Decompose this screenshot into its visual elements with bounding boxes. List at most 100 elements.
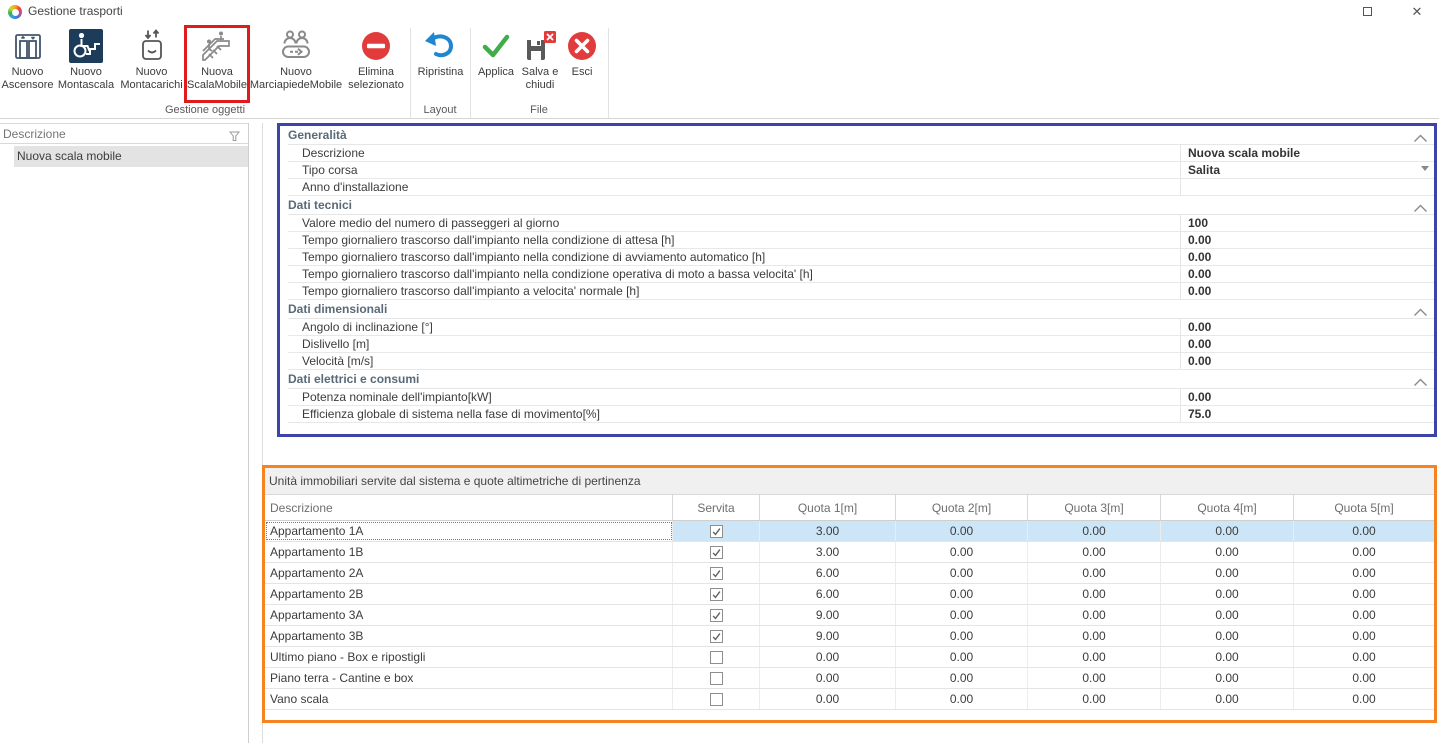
chevron-up-icon[interactable]	[1413, 200, 1428, 218]
form-row-value[interactable]: 0.00	[1180, 353, 1434, 369]
table-row[interactable]: Vano scala 0.00 0.00 0.00 0.00 0.00	[265, 689, 1434, 710]
sidebar-column-header[interactable]: Descrizione	[0, 123, 248, 144]
cell-descrizione[interactable]: Appartamento 1B	[265, 542, 673, 562]
ribbon-button-nuovo-marciapiedemobile[interactable]: Nuovo MarciapiedeMobile	[248, 26, 344, 106]
cell-quota-1[interactable]: 3.00	[760, 521, 896, 541]
cell-descrizione[interactable]: Appartamento 2B	[265, 584, 673, 604]
cell-quota-3[interactable]: 0.00	[1028, 605, 1161, 625]
cell-quota-1[interactable]: 0.00	[760, 647, 896, 667]
form-row-value[interactable]	[1180, 179, 1434, 195]
table-row[interactable]: Appartamento 2B 6.00 0.00 0.00 0.00 0.00	[265, 584, 1434, 605]
table-row[interactable]: Appartamento 1A 3.00 0.00 0.00 0.00 0.00	[265, 521, 1434, 542]
form-row-value[interactable]: 0.00	[1180, 249, 1434, 265]
servita-checkbox[interactable]	[709, 587, 723, 601]
cell-quota-1[interactable]: 9.00	[760, 626, 896, 646]
cell-quota-4[interactable]: 0.00	[1161, 668, 1294, 688]
servita-checkbox[interactable]	[709, 671, 723, 685]
form-row-value[interactable]: 100	[1180, 215, 1434, 231]
servita-checkbox[interactable]	[709, 566, 723, 580]
section-header[interactable]: Dati dimensionali	[288, 300, 1434, 319]
cell-descrizione[interactable]: Vano scala	[265, 689, 673, 709]
form-row-value[interactable]: 0.00	[1180, 389, 1434, 405]
cell-quota-4[interactable]: 0.00	[1161, 542, 1294, 562]
cell-quota-2[interactable]: 0.00	[896, 689, 1028, 709]
table-row[interactable]: Appartamento 3B 9.00 0.00 0.00 0.00 0.00	[265, 626, 1434, 647]
table-row[interactable]: Appartamento 3A 9.00 0.00 0.00 0.00 0.00	[265, 605, 1434, 626]
cell-quota-4[interactable]: 0.00	[1161, 584, 1294, 604]
form-row-value[interactable]: Salita	[1180, 162, 1434, 178]
table-row[interactable]: Appartamento 2A 6.00 0.00 0.00 0.00 0.00	[265, 563, 1434, 584]
section-header[interactable]: Generalità	[288, 126, 1434, 145]
cell-quota-4[interactable]: 0.00	[1161, 521, 1294, 541]
section-header[interactable]: Dati tecnici	[288, 196, 1434, 215]
dropdown-arrow-icon[interactable]	[1421, 166, 1429, 171]
column-header-quota-3-m-[interactable]: Quota 3[m]	[1028, 495, 1161, 520]
column-header-quota-4-m-[interactable]: Quota 4[m]	[1161, 495, 1294, 520]
cell-quota-2[interactable]: 0.00	[896, 647, 1028, 667]
ribbon-button-nuovo-ascensore[interactable]: Nuovo Ascensore	[0, 26, 55, 106]
cell-quota-5[interactable]: 0.00	[1352, 524, 1376, 538]
servita-checkbox[interactable]	[709, 608, 723, 622]
cell-quota-1[interactable]: 0.00	[760, 689, 896, 709]
cell-quota-2[interactable]: 0.00	[896, 584, 1028, 604]
ribbon-button-ripristina[interactable]: Ripristina	[412, 26, 469, 106]
column-header-descrizione[interactable]: Descrizione	[265, 495, 673, 520]
servita-checkbox[interactable]	[709, 650, 723, 664]
form-row-value[interactable]: 0.00	[1180, 319, 1434, 335]
sidebar-item-nuova-scala-mobile[interactable]: Nuova scala mobile	[14, 146, 248, 167]
ribbon-button-nuova-scalamobile[interactable]: Nuova ScalaMobile	[186, 26, 248, 106]
cell-quota-3[interactable]: 0.00	[1028, 689, 1161, 709]
form-row-value[interactable]: Nuova scala mobile	[1180, 145, 1434, 161]
cell-quota-4[interactable]: 0.00	[1161, 689, 1294, 709]
cell-quota-4[interactable]: 0.00	[1161, 626, 1294, 646]
cell-quota-4[interactable]: 0.00	[1161, 647, 1294, 667]
column-header-servita[interactable]: Servita	[673, 495, 760, 520]
ribbon-button-salva-e-chiudi[interactable]: Salva e chiudi	[518, 26, 562, 106]
ribbon-button-applica[interactable]: Applica	[472, 26, 520, 106]
ribbon-button-elimina-selezionato[interactable]: Elimina selezionato	[344, 26, 408, 106]
ribbon-button-esci[interactable]: Esci	[564, 26, 600, 106]
cell-descrizione[interactable]: Appartamento 2A	[265, 563, 673, 583]
cell-quota-3[interactable]: 0.00	[1028, 626, 1161, 646]
cell-descrizione[interactable]: Appartamento 3B	[265, 626, 673, 646]
form-row-value[interactable]: 0.00	[1180, 266, 1434, 282]
cell-quota-1[interactable]: 6.00	[760, 584, 896, 604]
servita-checkbox[interactable]	[709, 545, 723, 559]
cell-quota-5[interactable]: 0.00	[1352, 650, 1376, 664]
cell-descrizione[interactable]: Piano terra - Cantine e box	[265, 668, 673, 688]
servita-checkbox[interactable]	[709, 692, 723, 706]
column-header-quota-5-m-[interactable]: Quota 5[m]	[1334, 500, 1394, 515]
cell-quota-5[interactable]: 0.00	[1352, 545, 1376, 559]
cell-quota-5[interactable]: 0.00	[1352, 587, 1376, 601]
filter-icon[interactable]	[228, 129, 241, 147]
cell-quota-5[interactable]: 0.00	[1352, 566, 1376, 580]
column-header-quota-1-m-[interactable]: Quota 1[m]	[760, 495, 896, 520]
servita-checkbox[interactable]	[709, 524, 723, 538]
cell-quota-2[interactable]: 0.00	[896, 668, 1028, 688]
form-row-value[interactable]: 0.00	[1180, 336, 1434, 352]
cell-quota-2[interactable]: 0.00	[896, 563, 1028, 583]
cell-quota-5[interactable]: 0.00	[1352, 629, 1376, 643]
cell-quota-1[interactable]: 9.00	[760, 605, 896, 625]
cell-quota-5[interactable]: 0.00	[1352, 692, 1376, 706]
cell-quota-4[interactable]: 0.00	[1161, 563, 1294, 583]
cell-descrizione[interactable]: Appartamento 1A	[265, 521, 673, 541]
ribbon-button-nuovo-montacarichi[interactable]: Nuovo Montacarichi	[117, 26, 186, 106]
column-header-quota-2-m-[interactable]: Quota 2[m]	[896, 495, 1028, 520]
form-row-value[interactable]: 0.00	[1180, 283, 1434, 299]
cell-quota-3[interactable]: 0.00	[1028, 584, 1161, 604]
cell-quota-2[interactable]: 0.00	[896, 542, 1028, 562]
cell-quota-1[interactable]: 3.00	[760, 542, 896, 562]
cell-quota-1[interactable]: 0.00	[760, 668, 896, 688]
servita-checkbox[interactable]	[709, 629, 723, 643]
cell-quota-3[interactable]: 0.00	[1028, 647, 1161, 667]
cell-descrizione[interactable]: Ultimo piano - Box e ripostigli	[265, 647, 673, 667]
form-row-value[interactable]: 0.00	[1180, 232, 1434, 248]
cell-descrizione[interactable]: Appartamento 3A	[265, 605, 673, 625]
cell-quota-2[interactable]: 0.00	[896, 626, 1028, 646]
cell-quota-5[interactable]: 0.00	[1352, 608, 1376, 622]
cell-quota-3[interactable]: 0.00	[1028, 521, 1161, 541]
chevron-up-icon[interactable]	[1413, 130, 1428, 148]
table-row[interactable]: Ultimo piano - Box e ripostigli 0.00 0.00 0…	[265, 647, 1434, 668]
chevron-up-icon[interactable]	[1413, 304, 1428, 322]
